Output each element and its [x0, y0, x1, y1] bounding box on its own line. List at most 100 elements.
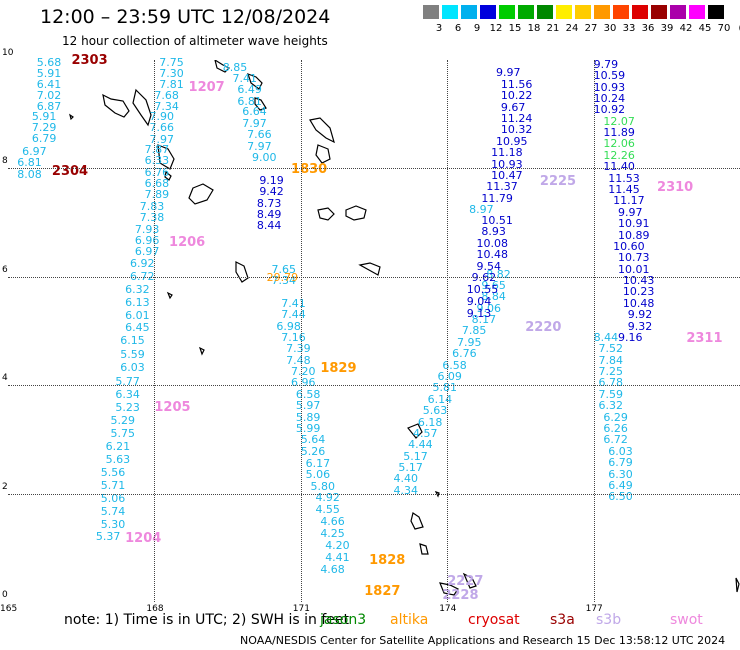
wave-height-value: 9.62 — [471, 271, 497, 285]
wave-height-value: 6.34 — [115, 387, 140, 401]
wave-height-value: 6.49 — [237, 83, 262, 97]
wave-height-value: 6.81 — [17, 156, 42, 170]
wave-height-value: 5.80 — [310, 480, 336, 493]
pass-time-label: 1204 — [125, 531, 162, 547]
wave-height-value: 10.91 — [618, 217, 650, 231]
pass-time-label: 2303 — [71, 53, 108, 68]
wave-height-value: 12.26 — [603, 148, 635, 162]
pass-time-label: 2228 — [442, 588, 479, 604]
latitude-tick-label: 2 — [2, 481, 8, 492]
wave-height-value: 7.75 — [159, 56, 184, 70]
wave-height-value: 8.08 — [17, 167, 42, 181]
wave-height-value: 7.95 — [456, 335, 482, 349]
legend-swatch — [518, 5, 534, 19]
longitude-tick-label: 177 — [585, 604, 603, 614]
wave-height-value: 11.40 — [603, 160, 635, 174]
wave-height-value: 5.17 — [403, 449, 428, 463]
island-shape — [462, 572, 477, 589]
legend-swatch — [670, 5, 686, 19]
wave-height-value: 10.93 — [593, 80, 626, 94]
legend-label: 70 — [717, 23, 731, 34]
wave-height-value: 6.87 — [36, 99, 62, 113]
legend-swatch — [632, 5, 648, 19]
wave-height-value: 10.51 — [481, 213, 513, 227]
wave-height-value: 6.96 — [291, 376, 316, 390]
wave-height-value: 7.39 — [286, 342, 311, 356]
legend-label: 27 — [584, 23, 598, 34]
wave-height-value: 5.26 — [300, 444, 326, 458]
pass-time-label: 1206 — [169, 235, 206, 251]
wave-height-value: 4.68 — [320, 562, 345, 576]
wave-height-value: 7.97 — [149, 132, 175, 146]
island-shape — [102, 93, 130, 118]
wave-height-value: 6.30 — [608, 467, 633, 481]
wave-height-value: 10.73 — [618, 251, 650, 265]
satellite-name: cryosat — [468, 612, 520, 628]
island-shape — [235, 261, 249, 283]
longitude-tick-label: 171 — [292, 604, 310, 614]
wave-height-value: 5.17 — [398, 461, 423, 475]
wave-height-value: 7.59 — [598, 387, 623, 401]
legend-label: 42 — [679, 23, 693, 34]
wave-height-value: 5.91 — [36, 67, 62, 80]
wave-height-value: 4.55 — [315, 503, 340, 517]
wave-height-value: 9.32 — [627, 319, 653, 333]
wave-height-value: 10.48 — [476, 248, 508, 262]
island-shape — [69, 113, 74, 121]
wave-height-value: 9.79 — [593, 57, 619, 71]
map-title: 12:00 – 23:59 UTC 12/08/2024 — [40, 6, 331, 28]
wave-height-value: 7.90 — [149, 110, 175, 124]
wave-height-value: 7.84 — [598, 353, 623, 367]
wave-height-value: 7.81 — [159, 77, 184, 91]
wave-height-value: 7.48 — [286, 353, 311, 367]
satellite-name: altika — [390, 612, 429, 628]
longitude-tick-label: 165 — [0, 604, 18, 614]
wave-height-value: 8.44 — [256, 219, 282, 233]
wave-height-value: 4.57 — [413, 426, 438, 440]
wave-height-value: 5.06 — [100, 491, 126, 505]
pass-time-label: 2227 — [447, 574, 484, 590]
wave-height-value: 10.89 — [618, 228, 650, 242]
wave-height-value: 6.03 — [608, 444, 633, 458]
wave-height-value: 9.97 — [496, 66, 521, 80]
legend-swatch — [480, 5, 496, 19]
wave-height-value: 12.06 — [603, 137, 635, 151]
wave-height-value: 6.58 — [295, 387, 321, 401]
satellite-name: s3a — [550, 612, 575, 628]
wave-height-value: 7.66 — [149, 121, 175, 135]
wave-height-value: 11.18 — [491, 146, 523, 160]
wave-height-value: 7.68 — [154, 88, 179, 102]
wave-height-value: 5.71 — [100, 478, 126, 492]
wave-height-value: 5.37 — [95, 530, 121, 544]
longitude-gridline — [447, 60, 449, 602]
wave-height-value: 6.41 — [36, 77, 62, 91]
wave-height-value: 6.72 — [603, 433, 628, 447]
legend-unit: (ft) — [731, 23, 740, 34]
wave-height-value: 6.76 — [144, 165, 170, 179]
satellite-name: swot — [670, 612, 703, 628]
wave-height-value: 5.23 — [115, 400, 140, 414]
wave-height-value: 6.96 — [134, 233, 160, 247]
island-shape — [157, 144, 175, 170]
wave-height-value: 6.78 — [598, 376, 623, 390]
wave-height-value: 11.89 — [603, 126, 635, 140]
wave-height-value: 6.49 — [608, 478, 633, 492]
latitude-tick-label: 0 — [2, 590, 8, 600]
wave-height-value: 6.29 — [603, 410, 628, 424]
wave-height-value: 6.32 — [598, 399, 623, 413]
wave-height-value: 9.04 — [466, 295, 492, 309]
wave-height-value: 7.20 — [291, 365, 316, 379]
wave-height-value: 7.87 — [144, 143, 170, 157]
wave-height-value: 5.29 — [110, 414, 135, 428]
wave-height-value: 7.44 — [281, 308, 306, 322]
wave-height-value: 7.52 — [598, 342, 623, 356]
wave-height-value: 5.91 — [31, 110, 57, 124]
pass-time-label: 1207 — [188, 80, 225, 96]
longitude-tick-label: 168 — [146, 604, 164, 614]
wave-height-value: 5.81 — [432, 381, 458, 395]
wave-height-value: 6.92 — [130, 257, 155, 271]
pass-time-label: 1827 — [364, 584, 401, 600]
pass-time-label: 2304 — [51, 164, 89, 180]
wave-height-value: 6.01 — [125, 309, 150, 323]
wave-height-value: 4.25 — [320, 527, 345, 541]
